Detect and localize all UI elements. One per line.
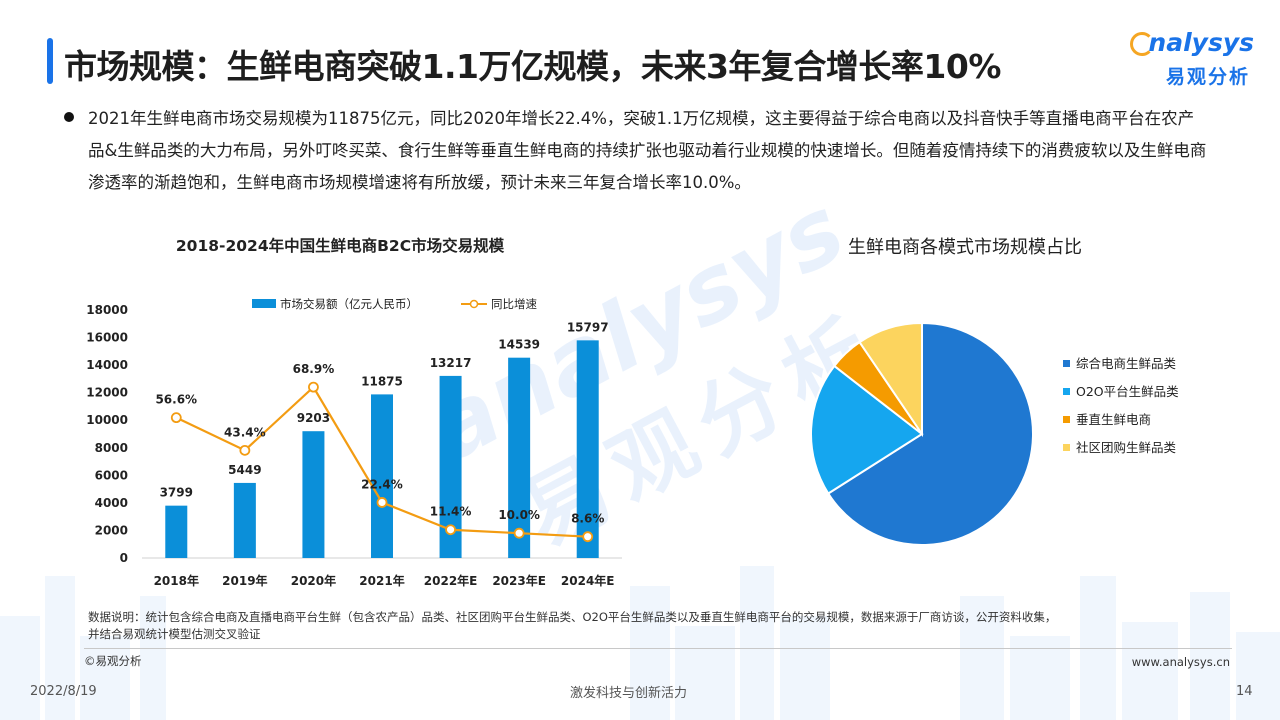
left-axis-tick-label: 8000 (95, 441, 128, 455)
pie-legend-label: 综合电商生鲜品类 (1076, 356, 1177, 371)
data-note-line-1: 数据说明：统计包含综合电商及直播电商平台生鲜（包含农产品）品类、社区团购平台生鲜… (88, 610, 1057, 624)
growth-rate-point (170, 412, 182, 424)
bar-value-label: 3799 (160, 486, 193, 500)
bar-2019年 (233, 482, 256, 558)
growth-rate-point (239, 444, 251, 456)
bar-value-label: 15797 (567, 320, 609, 334)
bar-2018年 (165, 505, 188, 558)
pie-legend-swatch (1063, 360, 1070, 367)
growth-rate-point (308, 381, 319, 393)
growth-rate-label: 68.9% (293, 362, 335, 376)
bar-value-label: 11875 (361, 374, 403, 388)
pie-legend-label: 社区团购生鲜品类 (1076, 440, 1177, 455)
title-accent-bar (47, 38, 53, 84)
copyright-text: ©易观分析 (84, 654, 142, 668)
legend-bar-label: 市场交易额（亿元人民币） (280, 297, 418, 311)
x-axis-category-label: 2019年 (222, 573, 267, 588)
growth-rate-label: 8.6% (571, 512, 604, 526)
pie-legend-swatch (1063, 416, 1070, 423)
growth-rate-label: 10.0% (498, 508, 540, 522)
pie-slice-O2O平台生鲜品类 (810, 364, 924, 495)
bullet-icon (64, 112, 74, 122)
growth-rate-point (513, 527, 525, 539)
legend-bar-swatch (252, 299, 276, 308)
growth-rate-label: 22.4% (361, 477, 403, 491)
left-axis-tick-label: 2000 (95, 523, 128, 537)
legend-line-marker (469, 299, 479, 309)
left-axis-tick-label: 10000 (86, 413, 128, 427)
pie-legend-swatch (1063, 444, 1070, 451)
left-axis-tick-label: 16000 (86, 331, 128, 345)
pie-slice-综合电商生鲜品类 (826, 321, 1034, 546)
pie-legend-swatch (1063, 388, 1070, 395)
left-axis-tick-label: 14000 (86, 358, 128, 372)
bar-2022年E (439, 375, 462, 558)
footer-slogan: 激发科技与创新活力 (570, 686, 688, 701)
x-axis-category-label: 2018年 (154, 573, 199, 588)
page-number: 14 (1236, 684, 1253, 699)
growth-rate-label: 11.4% (430, 505, 472, 519)
pie-slice-社区团购生鲜品类 (858, 321, 923, 438)
legend-line-label: 同比增速 (491, 297, 537, 311)
growth-rate-point (582, 531, 594, 543)
left-axis-tick-label: 4000 (95, 496, 128, 510)
footer-divider (84, 648, 1232, 649)
growth-rate-point (376, 497, 388, 508)
bar-value-label: 9203 (297, 411, 330, 425)
data-note: 数据说明：统计包含综合电商及直播电商平台生鲜（包含农产品）品类、社区团购平台生鲜… (88, 609, 1228, 643)
website-link[interactable]: www.analysys.cn (1131, 655, 1230, 669)
growth-rate-point (445, 524, 456, 536)
bar-value-label: 13217 (430, 356, 472, 370)
growth-rate-label: 43.4% (224, 425, 266, 439)
bar-chart-title: 2018-2024年中国生鲜电商B2C市场交易规模 (176, 236, 505, 255)
report-date: 2022/8/19 (30, 684, 97, 699)
logo-swirl-icon (1130, 32, 1154, 56)
analysys-logo: nalysys 易观分析 (1130, 28, 1254, 92)
x-axis-category-label: 2024年E (561, 573, 615, 588)
left-axis-tick-label: 0 (120, 551, 128, 565)
logo-chinese-text: 易观分析 (1165, 66, 1250, 88)
x-axis-category-label: 2020年 (291, 573, 336, 588)
pie-chart-title: 生鲜电商各模式市场规模占比 (848, 237, 1082, 258)
page-title: 市场规模：生鲜电商突破1.1万亿规模，未来3年复合增长率10% (64, 47, 1001, 86)
bar-2023年E (508, 357, 531, 558)
bar-2020年 (302, 431, 325, 558)
x-axis-category-label: 2021年 (359, 573, 404, 588)
pie-legend-label: 垂直生鲜电商 (1076, 412, 1151, 427)
description-paragraph: 2021年生鲜电商市场交易规模为11875亿元，同比2020年增长22.4%，突… (88, 109, 1207, 192)
logo-english-text: nalysys (1148, 28, 1254, 57)
left-axis-tick-label: 12000 (86, 386, 128, 400)
data-note-line-2: 并结合易观统计模型估测交叉验证 (88, 627, 261, 641)
bar-value-label: 14539 (498, 338, 540, 352)
left-axis-tick-label: 6000 (95, 468, 128, 482)
bar-2024年E (576, 340, 599, 558)
bar-value-label: 5449 (228, 463, 261, 477)
left-axis-tick-label: 18000 (86, 303, 128, 317)
x-axis-category-label: 2022年E (424, 573, 478, 588)
growth-rate-label: 56.6% (155, 393, 197, 407)
bar-2021年 (371, 394, 393, 558)
pie-legend-label: O2O平台生鲜品类 (1076, 384, 1179, 399)
x-axis-category-label: 2023年E (492, 573, 546, 588)
